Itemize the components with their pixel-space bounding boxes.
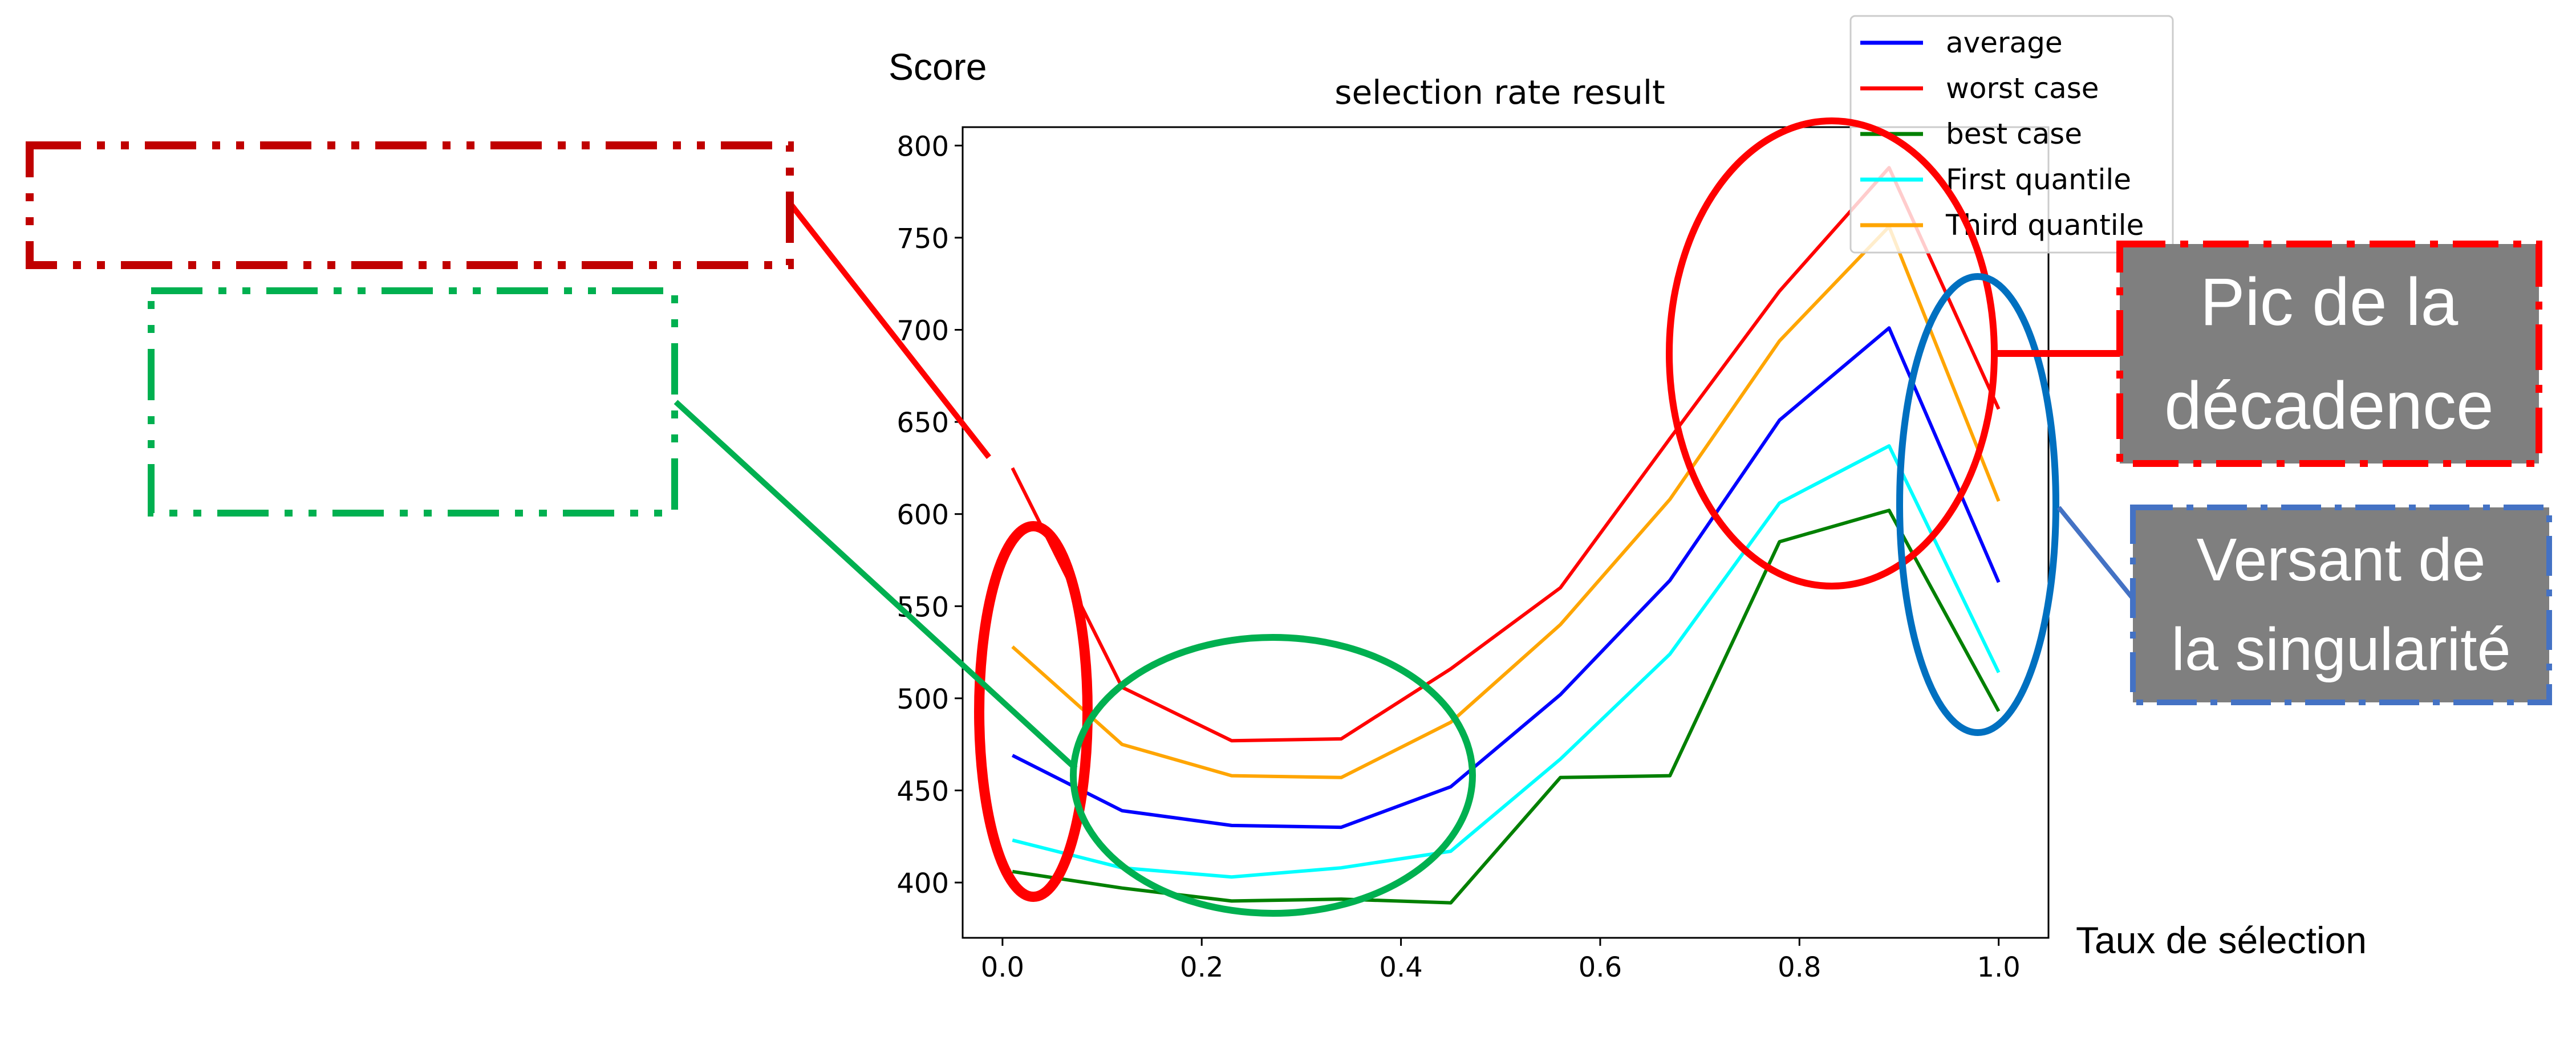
slope-label-line-1: Versant de [2197,526,2486,593]
y-tick-label: 500 [896,684,949,715]
peak-label-line-2: décadence [2164,368,2493,444]
legend-label: worst case [1946,72,2099,105]
y-axis: 400 450 500 550 600 650 700 750 800 [896,131,963,900]
slope-leader-line [2056,506,2135,600]
legend-label: Third quantile [1945,209,2144,242]
x-tick-label: 0.4 [1379,952,1422,983]
slope-label-box [2130,505,2552,705]
y-tick-label: 400 [896,868,949,900]
x-axis-note: Taux de sélection [2076,919,2367,961]
chart-title: selection rate result [1334,73,1665,112]
dark-red-callout-box [26,141,794,269]
green-leader-line [674,400,1078,771]
y-axis-note: Score [889,46,987,88]
plot-frame [962,126,2050,939]
green-callout-box [148,287,678,517]
series-line-first-quantile [1012,444,2001,879]
x-tick-label: 0.8 [1778,952,1821,983]
legend: average worst case best case First quantile… [1849,15,2174,254]
green-oval-trough [1070,634,1476,917]
slope-label-line-2: la singularité [2171,616,2510,683]
series-line-third-quantile [1011,225,2001,779]
legend-label: First quantile [1946,163,2131,196]
legend-label: average [1946,26,2063,59]
y-tick-label: 550 [896,591,949,623]
x-tick-label: 1.0 [1977,952,2020,983]
y-tick-label: 450 [896,775,949,807]
y-tick-label: 600 [896,499,949,531]
x-tick-label: 0.6 [1579,952,1622,983]
red-oval-left [974,521,1093,902]
legend-box [1849,15,2174,254]
x-axis: 0.0 0.2 0.4 0.6 0.8 1.0 [981,938,2021,983]
peak-label-box [2116,241,2542,467]
red-leader-line [789,203,991,460]
y-tick-label: 700 [896,315,949,347]
y-tick-label: 650 [896,407,949,439]
legend-label: best case [1946,117,2082,151]
series-lines [1011,166,2001,905]
x-tick-label: 0.0 [981,952,1024,983]
peak-label-line-1: Pic de la [2200,265,2459,340]
x-tick-label: 0.2 [1180,952,1223,983]
y-tick-label: 800 [896,131,949,162]
series-line-average [1011,326,2001,830]
blue-oval-slope [1896,273,2059,736]
series-line-worst-case [1011,166,2001,743]
y-tick-label: 750 [896,223,949,255]
annotation-markers: Pic de la décadence Versant de la singul… [26,117,2552,917]
